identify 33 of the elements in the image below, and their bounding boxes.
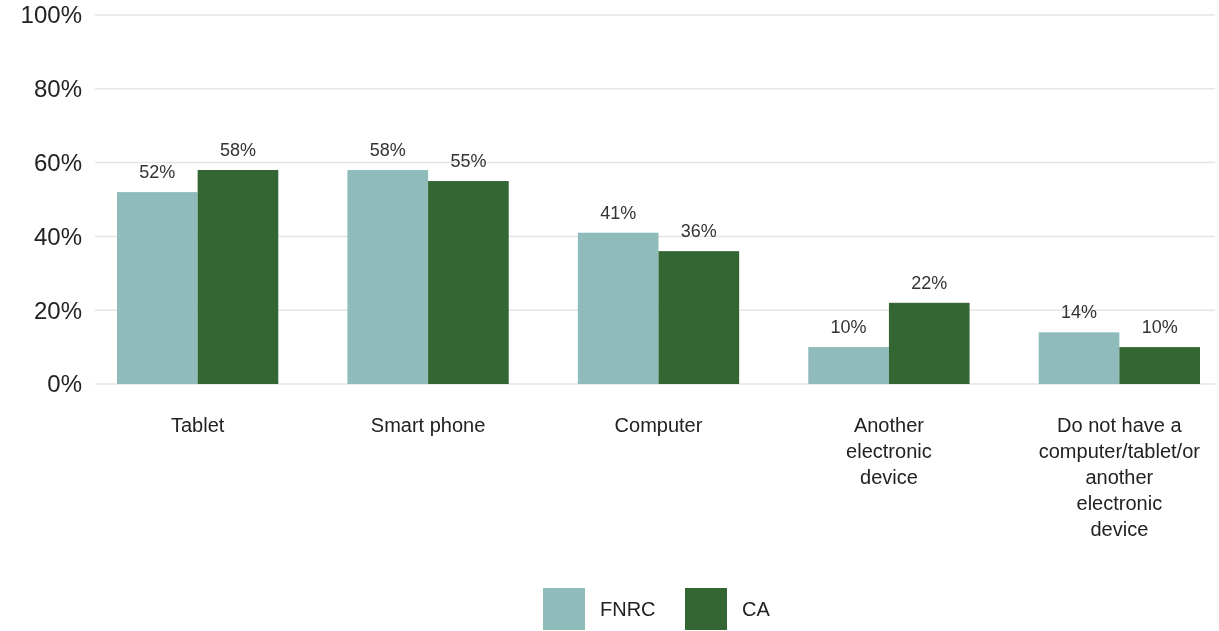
bar (197, 169, 279, 384)
y-tick-label: 100% (20, 1, 82, 29)
data-label: 10% (1141, 317, 1178, 338)
bar (888, 302, 970, 384)
y-tick-label: 0% (47, 370, 82, 398)
bar (577, 232, 659, 384)
legend-label: FNRC (600, 598, 656, 620)
data-label: 58% (369, 139, 406, 160)
data-label: 36% (680, 221, 717, 242)
bar (658, 251, 740, 384)
y-tick-label: 80% (33, 75, 82, 103)
bar (428, 181, 509, 384)
bar (347, 169, 429, 384)
legend-label: CA (742, 598, 771, 620)
data-label: 10% (830, 317, 867, 338)
bar (808, 347, 889, 384)
bar (1038, 332, 1120, 384)
bar (1119, 347, 1200, 384)
y-tick-label: 60% (33, 149, 82, 176)
y-tick-label: 40% (33, 222, 82, 250)
y-tick-label: 20% (33, 296, 82, 324)
x-tick-label: Tablet (170, 414, 225, 436)
x-tick-label: Smart phone (370, 414, 486, 436)
bar (117, 192, 198, 384)
data-label: 55% (450, 151, 487, 172)
data-label: 58% (219, 139, 256, 160)
x-tick-label: Do not have a computer/tablet/or another electronic device (1038, 414, 1201, 540)
data-label: 22% (911, 272, 948, 293)
data-label: 41% (600, 202, 637, 223)
data-label: 52% (139, 162, 176, 183)
data-label: 14% (1061, 302, 1098, 323)
x-tick-label: Computer (614, 414, 703, 436)
x-tick-label: Another electronic device (846, 414, 932, 488)
